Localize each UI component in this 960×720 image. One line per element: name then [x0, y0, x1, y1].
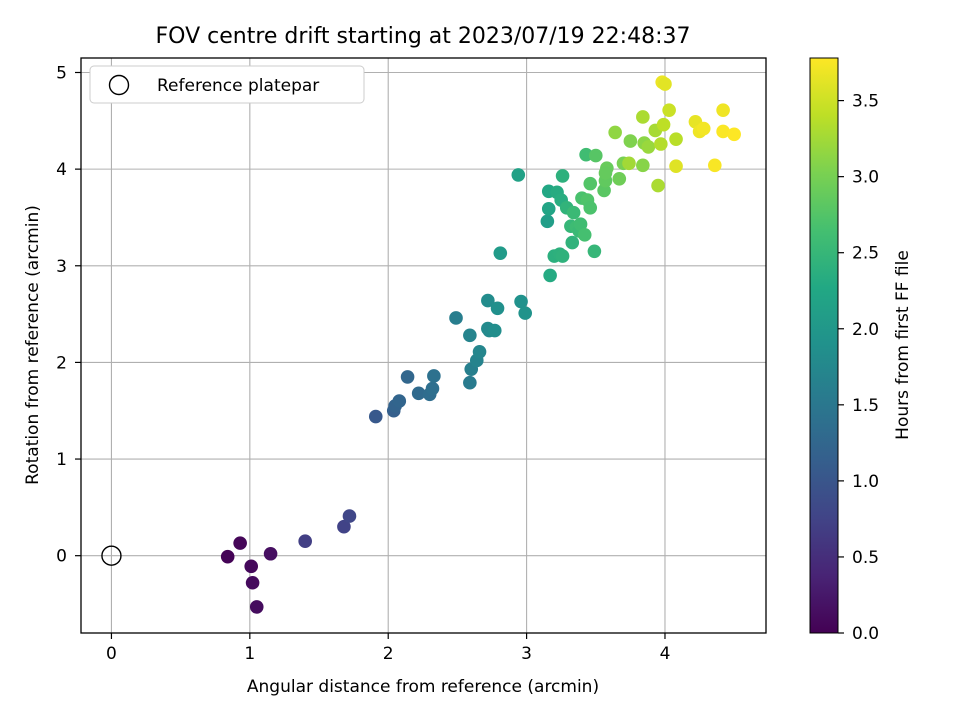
scatter-point — [587, 244, 602, 259]
x-tick-label: 3 — [521, 644, 532, 664]
colorbar-label: Hours from first FF file — [893, 250, 913, 440]
scatter-point — [463, 375, 477, 390]
y-axis-label: Rotation from reference (arcmin) — [23, 205, 43, 485]
scatter-point — [727, 127, 741, 142]
colorbar-tick-label: 0.0 — [852, 624, 879, 644]
scatter-point — [608, 125, 622, 140]
scatter-point — [400, 370, 415, 384]
scatter-point — [716, 103, 730, 117]
scatter-point — [511, 168, 526, 182]
scatter-point — [463, 328, 477, 343]
scatter-point — [573, 217, 588, 232]
legend-box — [89, 65, 365, 104]
legend-marker-icon — [108, 74, 130, 96]
scatter-point — [623, 134, 638, 148]
scatter-point — [543, 268, 557, 283]
scatter-point — [583, 176, 598, 191]
scatter-point — [707, 158, 722, 173]
y-tick-label: 2 — [56, 353, 67, 373]
y-tick-label: 4 — [56, 160, 67, 180]
scatter-point — [233, 536, 247, 550]
scatter-point — [490, 301, 505, 316]
scatter-point — [427, 369, 441, 383]
scatter-point — [249, 600, 264, 614]
x-tick-label: 1 — [244, 644, 255, 664]
colorbar-tick-label: 0.5 — [852, 548, 879, 568]
scatter-point — [472, 344, 487, 359]
scatter-point — [392, 394, 407, 408]
y-tick-label: 3 — [56, 257, 67, 277]
x-axis-label: Angular distance from reference (arcmin) — [247, 677, 599, 697]
colorbar-tick-label: 3.0 — [852, 168, 879, 188]
scatter-point — [662, 103, 676, 117]
x-tick-label: 2 — [383, 644, 394, 664]
colorbar: 0.0 0.5 1.0 1.5 2.0 2.5 3.0 3.5 Hours from firs… — [809, 57, 913, 644]
data-points — [220, 75, 741, 614]
scatter-point — [518, 306, 533, 320]
chart-title: FOV centre drift starting at 2023/07/19 … — [156, 24, 691, 49]
scatter-point — [481, 293, 495, 308]
scatter-point — [566, 205, 581, 220]
scatter-point — [487, 323, 502, 338]
y-tick-label: 1 — [56, 450, 67, 470]
scatter-point — [588, 148, 603, 163]
scatter-point — [577, 228, 592, 242]
scatter-point — [220, 549, 235, 564]
x-axis-ticks: 0 1 2 3 4 — [106, 633, 670, 664]
x-tick-label: 4 — [660, 644, 671, 664]
colorbar-tick-label: 2.0 — [852, 320, 879, 340]
y-tick-label: 0 — [56, 547, 67, 567]
scatter-point — [425, 381, 440, 396]
scatter-point — [555, 169, 570, 183]
scatter-point — [641, 140, 656, 154]
scatter-point — [555, 249, 570, 263]
scatter-point — [656, 117, 671, 132]
colorbar-tick-label: 1.5 — [852, 396, 879, 416]
scatter-point — [651, 178, 665, 193]
scatter-point — [411, 386, 426, 401]
scatter-point — [337, 519, 351, 534]
scatter-point — [263, 546, 278, 561]
colorbar-gradient — [809, 57, 839, 634]
scatter-point — [244, 559, 259, 574]
scatter-point — [342, 509, 357, 523]
scatter-point — [583, 200, 598, 215]
scatter-point — [636, 158, 650, 173]
scatter-point — [514, 294, 528, 309]
colorbar-tick-label: 3.5 — [852, 92, 879, 112]
legend: Reference platepar — [89, 65, 365, 104]
reference-point — [101, 545, 122, 566]
scatter-point — [669, 159, 683, 174]
scatter-point — [540, 214, 555, 229]
scatter-point — [368, 409, 383, 424]
scatter-point — [696, 121, 711, 136]
scatter-point — [298, 534, 312, 548]
x-tick-label: 0 — [106, 644, 117, 664]
scatter-point — [598, 166, 613, 180]
legend-label: Reference platepar — [157, 76, 319, 96]
colorbar-tick-label: 1.0 — [852, 472, 879, 492]
scatter-point — [565, 235, 580, 250]
scatter-point — [669, 132, 683, 146]
scatter-point — [636, 110, 650, 124]
scatter-point — [612, 171, 627, 186]
y-tick-label: 5 — [56, 63, 67, 83]
plot-frame — [80, 57, 767, 634]
scatter-point — [493, 246, 508, 261]
scatter-point — [716, 124, 730, 139]
scatter-point — [449, 311, 463, 325]
scatter-point — [245, 575, 260, 590]
colorbar-tick-label: 2.5 — [852, 244, 879, 264]
colorbar-ticks: 0.0 0.5 1.0 1.5 2.0 2.5 3.0 3.5 — [838, 92, 879, 644]
scatter-point — [658, 77, 672, 91]
scatter-point — [622, 156, 636, 171]
scatter-point — [654, 137, 668, 151]
reference-marker — [101, 545, 122, 566]
scatter-point — [541, 201, 556, 216]
y-axis-ticks: 0 1 2 3 4 5 — [56, 63, 81, 567]
